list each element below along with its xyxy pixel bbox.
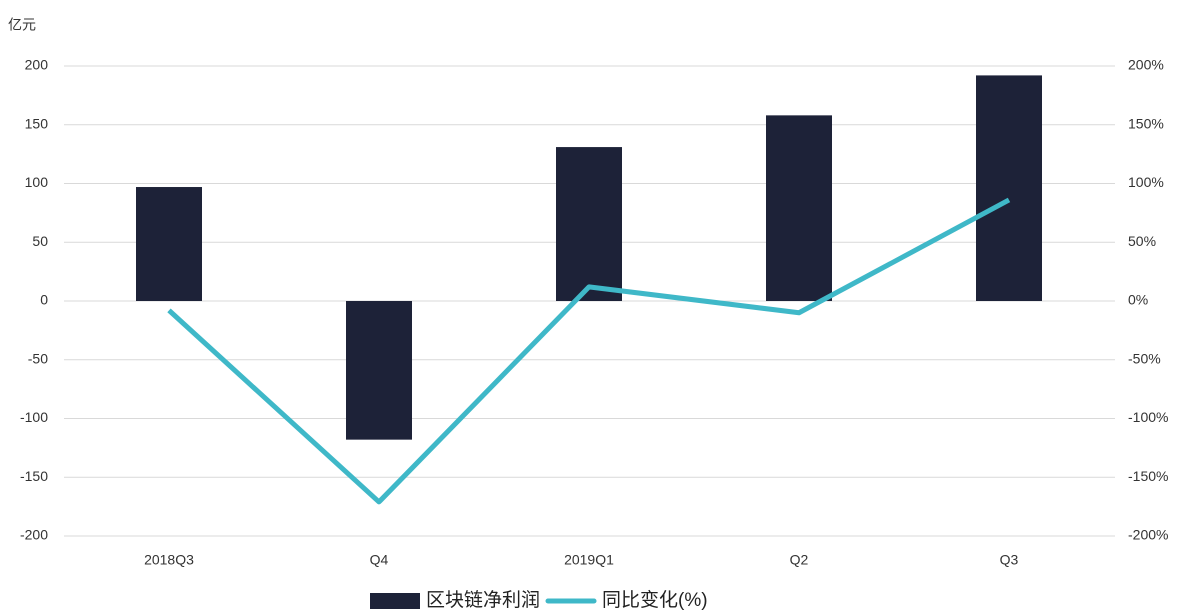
legend-label: 同比变化(%) xyxy=(602,589,708,611)
bar xyxy=(556,147,622,301)
bar xyxy=(346,301,412,440)
y2-tick-label: -50% xyxy=(1128,350,1161,366)
y2-tick-label: 150% xyxy=(1128,115,1164,131)
y-tick-label: 200 xyxy=(25,57,49,73)
legend: 区块链净利润 同比变化(%) xyxy=(370,589,708,611)
y-tick-label: 150 xyxy=(25,115,49,131)
y2-tick-label: -200% xyxy=(1128,527,1168,543)
legend-label: 区块链净利润 xyxy=(426,589,540,611)
bar xyxy=(766,115,832,301)
x-tick-label: Q2 xyxy=(790,552,809,568)
legend-swatch xyxy=(370,593,420,609)
bar xyxy=(976,75,1042,302)
y2-tick-label: 0% xyxy=(1128,292,1148,308)
x-tick-label: 2018Q3 xyxy=(144,552,194,568)
y-tick-label: -100 xyxy=(20,409,48,425)
y2-tick-label: -100% xyxy=(1128,409,1168,425)
y2-tick-label: -150% xyxy=(1128,468,1168,484)
y-tick-label: 100 xyxy=(25,174,49,190)
y2-tick-label: 100% xyxy=(1128,174,1164,190)
y-axis-title: 亿元 xyxy=(8,17,36,33)
y2-tick-label: 50% xyxy=(1128,233,1156,249)
x-tick-label: Q4 xyxy=(370,552,389,568)
y-tick-label: -200 xyxy=(20,527,48,543)
line xyxy=(167,197,1011,505)
x-tick-label: 2019Q1 xyxy=(564,552,614,568)
x-tick-label: Q3 xyxy=(1000,552,1019,568)
y-tick-label: -50 xyxy=(28,350,48,366)
y-tick-label: -150 xyxy=(20,468,48,484)
y-tick-label: 50 xyxy=(32,233,48,249)
bar xyxy=(136,187,202,301)
y-tick-label: 0 xyxy=(40,292,48,308)
y2-tick-label: 200% xyxy=(1128,57,1164,73)
